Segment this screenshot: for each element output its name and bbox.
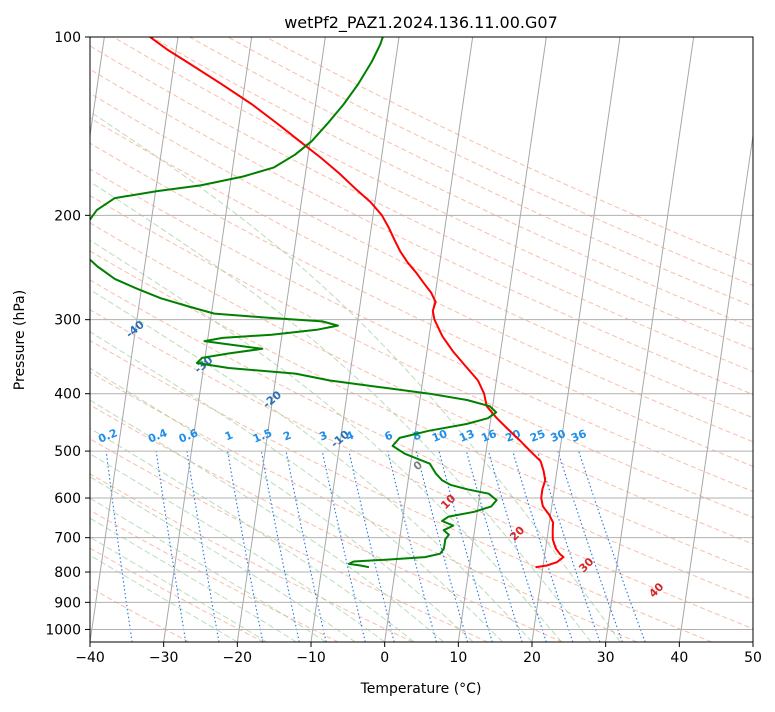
mixing-ratio-line: [466, 451, 522, 642]
isotherm-line: [458, 37, 546, 642]
dry-adiabat-label: 10: [438, 492, 458, 512]
moist-adiabat: [0, 37, 620, 642]
dry-adiabat: [0, 37, 488, 642]
y-tick-label: 600: [54, 491, 81, 507]
x-axis-label: Temperature (°C): [360, 681, 482, 697]
isobar-gridlines: [90, 37, 753, 629]
dry-adiabat: [0, 37, 775, 642]
dry-adiabat-label: 40: [646, 580, 666, 600]
dry-adiabat: [266, 37, 775, 642]
mixing-ratio-label: 0.4: [146, 426, 169, 445]
dry-adiabat: [0, 37, 775, 642]
mixing-ratio-label: 0.1: [50, 426, 73, 445]
moist-adiabat: [0, 37, 414, 642]
x-tick-label: 0: [380, 650, 389, 666]
y-tick-label: 200: [54, 208, 81, 224]
mixing-ratio-label: 1.5: [251, 426, 274, 445]
x-tick-label: −10: [296, 650, 326, 666]
y-tick-label: 400: [54, 387, 81, 403]
chart-title: wetPf2_PAZ1.2024.136.11.00.G07: [284, 13, 558, 33]
x-tick-label: 50: [744, 650, 762, 666]
dry-adiabat: [0, 37, 775, 642]
isotherm-line: [164, 37, 252, 642]
isotherm-line: [90, 37, 178, 642]
moist-adiabat: [0, 37, 532, 642]
moist-adiabats: [0, 37, 620, 642]
y-tick-label: 700: [54, 531, 81, 547]
moist-adiabat: [0, 37, 503, 642]
moist-adiabat: [0, 37, 267, 642]
mixing-ratio-line: [513, 451, 573, 642]
mixing-ratio-line: [439, 451, 492, 642]
dry-adiabat: [0, 37, 775, 642]
mixing-ratio-line: [106, 451, 132, 642]
mixing-ratio-label: 6: [383, 428, 395, 443]
dry-adiabat: [0, 37, 413, 642]
x-tick-label: −30: [149, 650, 179, 666]
dry-adiabat: [0, 37, 775, 642]
dry-adiabat: [0, 37, 775, 642]
dry-adiabat: [0, 37, 775, 642]
y-axis-ticks: 1000 900 800 700 600 500 400 300 200 100: [45, 30, 90, 638]
isotherm-line: [753, 37, 775, 642]
mixing-ratio-line: [187, 451, 219, 642]
x-tick-label: 10: [449, 650, 467, 666]
mixing-ratio-label: 16: [479, 427, 498, 445]
dry-adiabat: [37, 37, 775, 642]
y-tick-label: 100: [54, 30, 81, 46]
mixing-ratio-label: 13: [457, 427, 476, 445]
isotherm-label: -60: [0, 234, 12, 257]
x-tick-label: 30: [597, 650, 615, 666]
mixing-ratio-label: 3: [317, 429, 329, 444]
y-tick-label: 500: [54, 444, 81, 460]
moist-adiabat: [0, 37, 237, 642]
plot-frame: [90, 37, 753, 642]
mixing-ratio-label: 20: [504, 427, 523, 445]
mixing-ratio-label: 36: [569, 427, 588, 445]
dry-adiabat: [0, 37, 189, 642]
mixing-ratio-line: [156, 451, 186, 642]
x-tick-label: −40: [75, 650, 105, 666]
mixing-ratio-label: 1: [223, 429, 235, 444]
y-tick-label: 1000: [45, 622, 81, 638]
dry-adiabats: [0, 37, 775, 642]
isotherm-line: [679, 37, 767, 642]
isotherm-line: [385, 37, 473, 642]
x-tick-label: 20: [523, 650, 541, 666]
mixing-ratio-label: 2: [281, 429, 293, 444]
dry-adiabat: [0, 37, 775, 642]
dry-adiabat: [0, 37, 712, 642]
x-axis-ticks: −40 −30 −20 −10 0 10 20 30 40 50: [75, 642, 762, 666]
isotherm-label: -40: [123, 318, 147, 341]
mixing-ratio-label: 30: [549, 427, 568, 445]
mixing-ratio-label: 0.6: [177, 426, 200, 445]
moist-adiabat: [0, 37, 296, 642]
y-tick-label: 900: [54, 595, 81, 611]
mixing-ratio-label: 25: [528, 427, 547, 445]
mixing-ratio-label: 8: [411, 429, 423, 444]
isotherm-line: [16, 37, 104, 642]
dry-adiabat: [0, 37, 338, 642]
moist-adiabat: [0, 37, 326, 642]
x-tick-label: 40: [670, 650, 688, 666]
plot-area: -100-90-80-70-60-50-40-30-20-100.10.20.4…: [0, 37, 775, 642]
skewed-isotherms: [0, 37, 775, 642]
isotherm-label: -50: [54, 285, 78, 308]
y-tick-label: 300: [54, 313, 81, 329]
mixing-ratio-line: [228, 451, 263, 642]
isotherm-line: [532, 37, 620, 642]
isotherm-label: -20: [260, 388, 284, 411]
x-tick-label: −20: [223, 650, 253, 666]
y-tick-label: 800: [54, 565, 81, 581]
mixing-ratio-line: [322, 451, 365, 642]
dry-adiabat: [0, 37, 775, 642]
isotherm-line: [606, 37, 694, 642]
y-axis-label: Pressure (hPa): [12, 290, 28, 390]
mixing-ratio-label: 0.2: [96, 426, 119, 445]
